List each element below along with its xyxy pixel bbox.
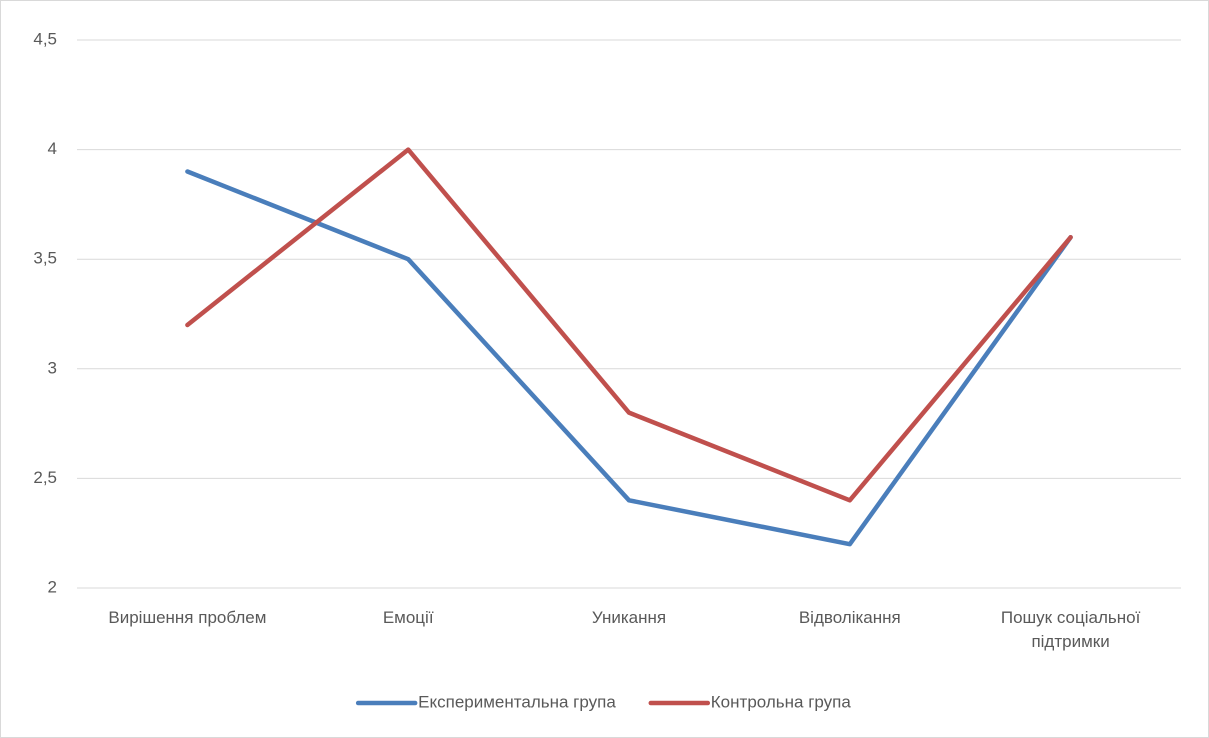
x-tick-label: Пошук соціальної підтримки [1000, 608, 1141, 651]
x-tick-label: Вирішення проблем [108, 608, 267, 627]
data-line [185, 147, 1073, 503]
legend-label: Експериментальна група [418, 692, 616, 711]
x-tick-label: Емоції [382, 608, 434, 627]
y-tick-label: 2,5 [33, 468, 57, 487]
x-tick-label: Уникання [591, 608, 667, 627]
y-tick-label: 3 [48, 358, 57, 377]
x-tick-label: Відволікання [798, 608, 901, 627]
y-tick-label: 4 [48, 139, 57, 158]
y-tick-label: 2 [48, 577, 57, 596]
data-line [185, 169, 1073, 547]
y-tick-label: 3,5 [33, 249, 57, 268]
legend-label: Контрольна група [711, 692, 852, 711]
y-tick-label: 4,5 [33, 29, 57, 48]
